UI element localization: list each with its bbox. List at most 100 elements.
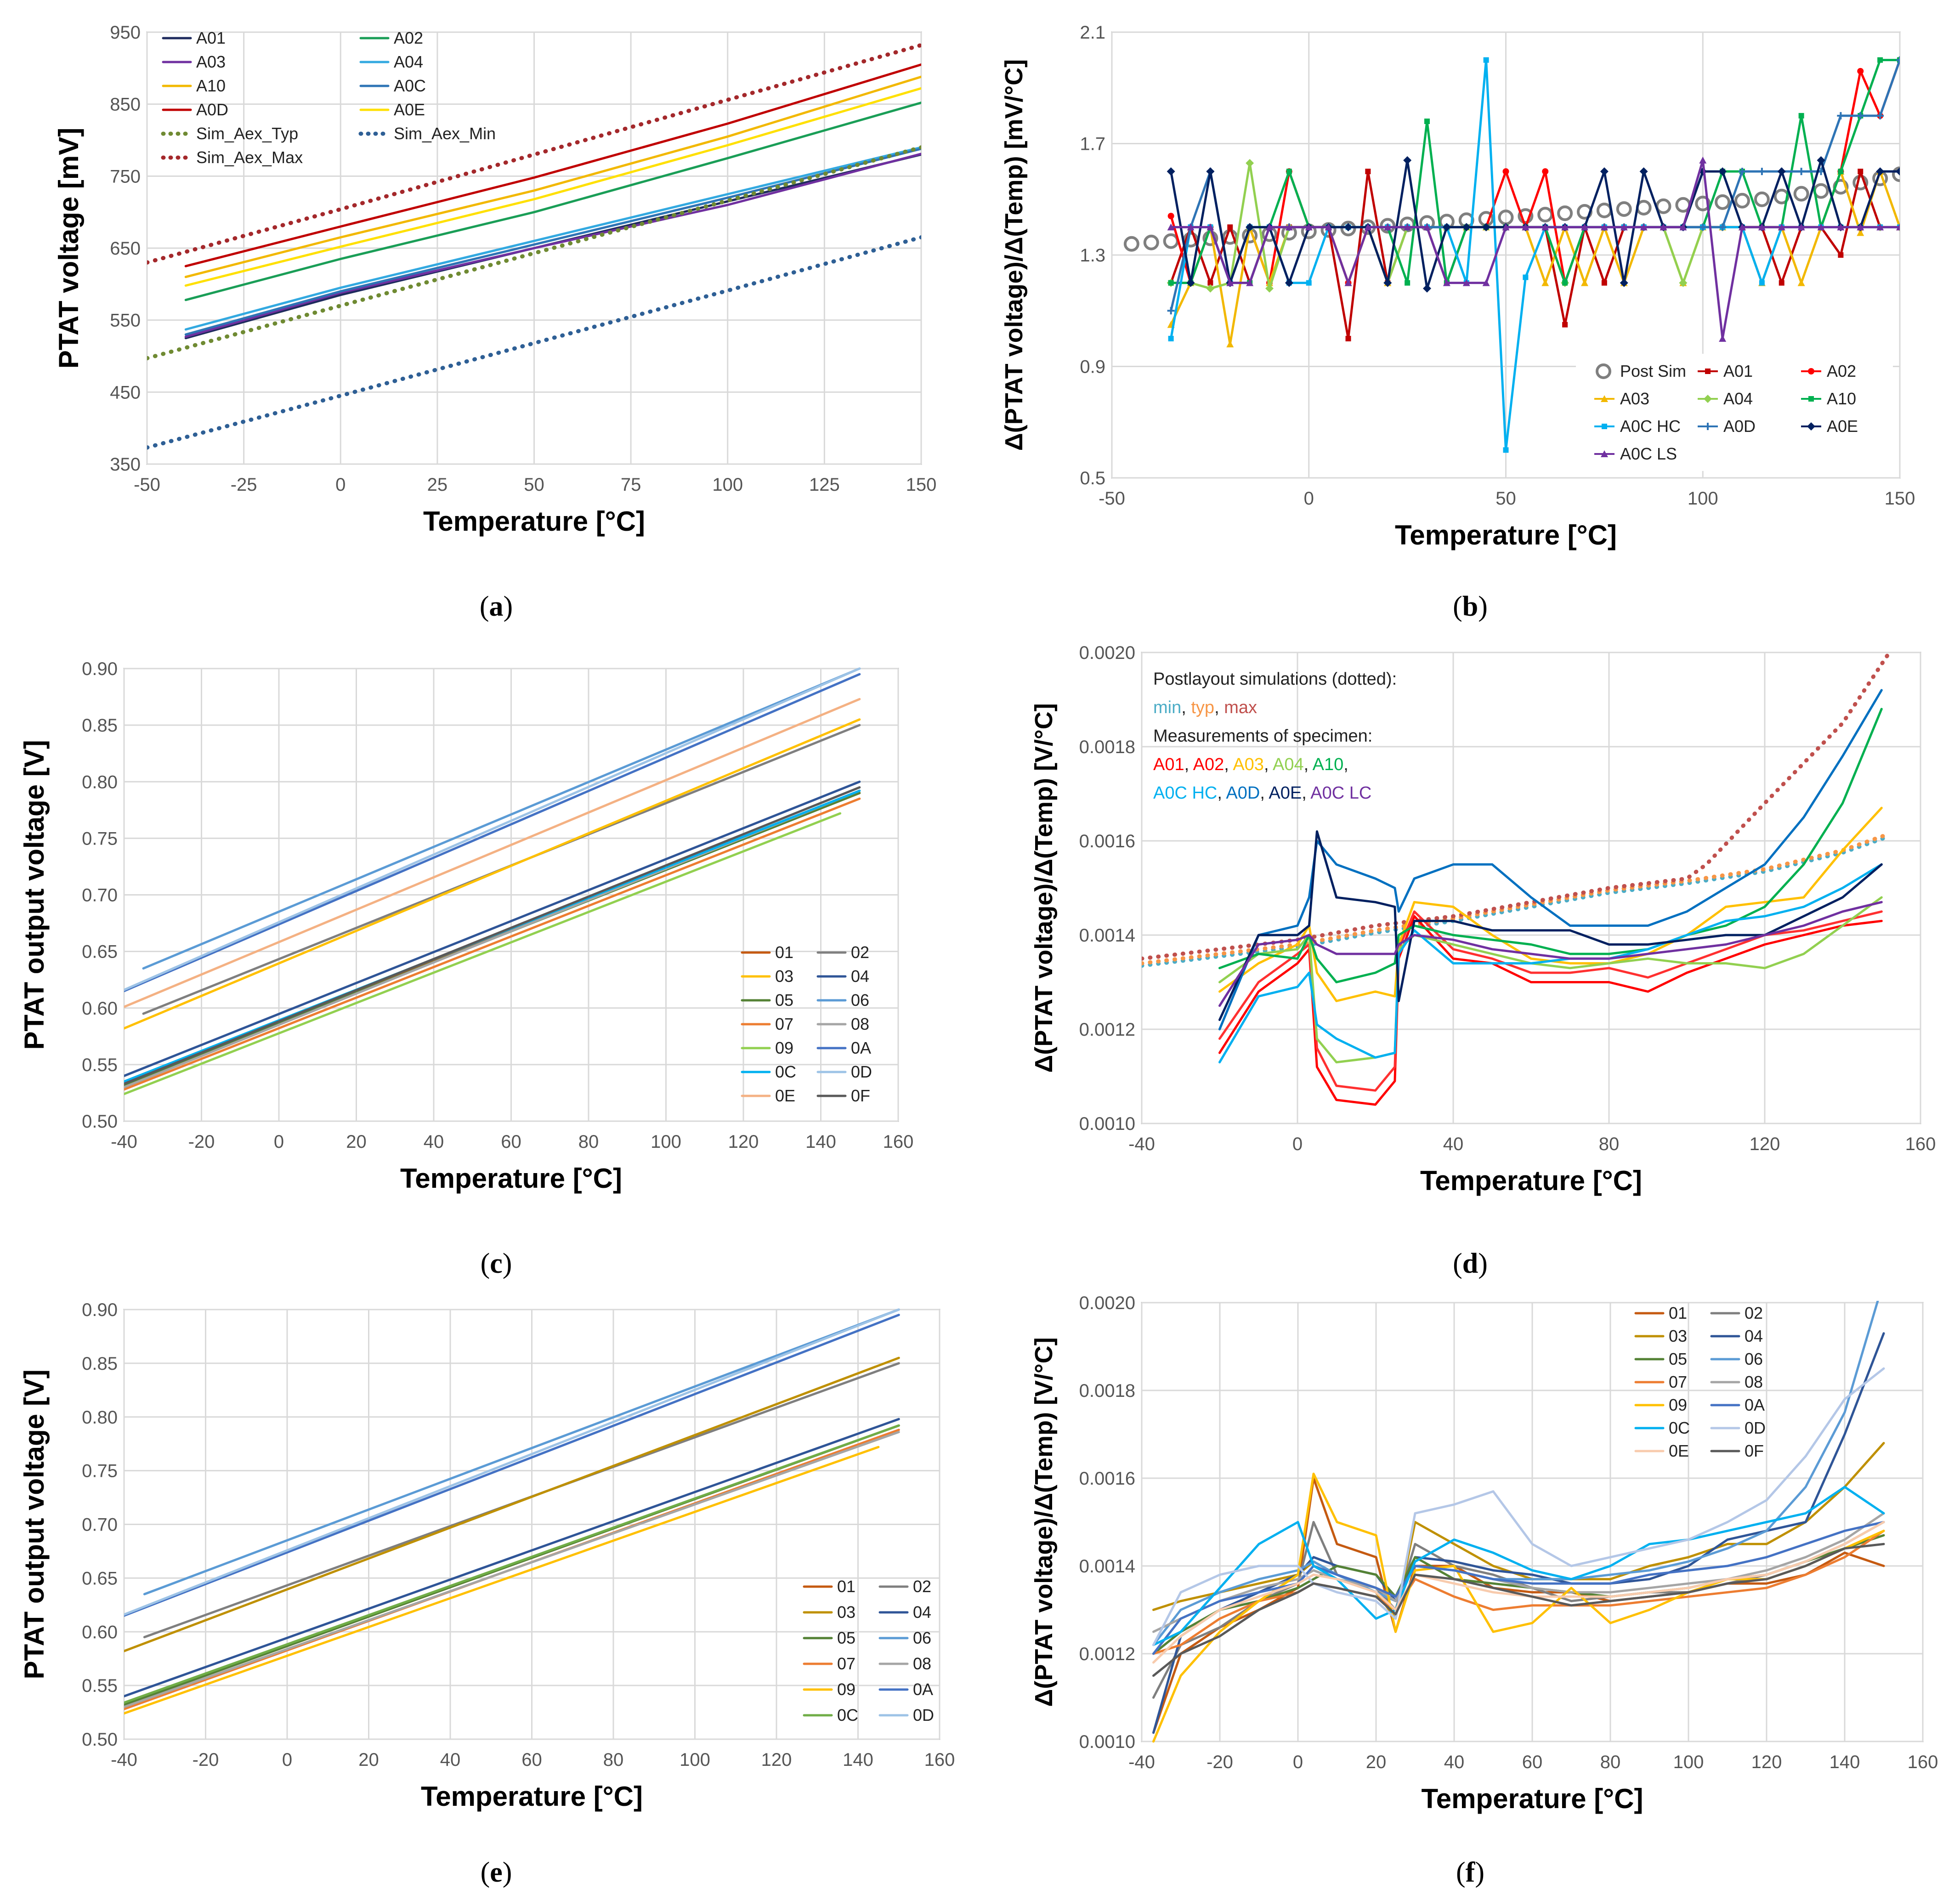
series-line-04	[1152, 1332, 1885, 1734]
x-tick-label: 0	[335, 475, 346, 495]
y-tick-label: 350	[110, 454, 141, 475]
data-point	[1695, 195, 1711, 211]
data-point	[1838, 169, 1844, 175]
series-line-min	[1142, 834, 1892, 968]
data-point	[1405, 280, 1411, 286]
series-line-03	[124, 718, 861, 1030]
legend-label: A03	[196, 52, 226, 71]
x-axis-title: Temperature [°C]	[1420, 1165, 1642, 1196]
data-point	[1246, 223, 1254, 232]
legend-label: Post Sim	[1620, 362, 1686, 380]
data-point	[1562, 280, 1568, 286]
y-tick-label: 0.5	[1080, 468, 1105, 488]
x-tick-label: 20	[346, 1132, 367, 1152]
annotation-run: A0E	[1269, 783, 1302, 803]
legend-label: Sim_Aex_Max	[196, 148, 303, 167]
annotation-line: Postlayout simulations (dotted):	[1153, 669, 1397, 689]
annotation-run: ,	[1224, 755, 1233, 774]
legend-marker	[1808, 368, 1814, 374]
series-layer	[1123, 56, 1900, 453]
y-tick-label: 0.50	[82, 1112, 118, 1132]
data-point	[1896, 167, 1900, 176]
series-layer	[1142, 651, 1892, 1106]
data-point	[1380, 218, 1396, 234]
data-point	[1404, 223, 1411, 231]
data-point	[1344, 279, 1352, 286]
y-tick-label: 0.80	[82, 1407, 118, 1428]
x-tick-label: 25	[427, 475, 448, 495]
data-point	[1739, 223, 1746, 231]
legend-label: 06	[851, 991, 869, 1010]
data-point	[1639, 167, 1648, 176]
data-point	[1227, 224, 1233, 230]
annotation-run: A02	[1193, 755, 1224, 774]
x-tick-label: 80	[1600, 1752, 1621, 1772]
data-point	[1719, 335, 1727, 342]
legend: 01 02 03 04 05 06 07 08 09 0A 0C 0D	[803, 1577, 934, 1724]
data-point	[1877, 57, 1883, 63]
x-tick-label: 0	[274, 1132, 284, 1152]
legend-marker	[1808, 396, 1814, 402]
data-point	[1187, 223, 1195, 231]
caption-paren: (	[480, 591, 489, 622]
y-tick-label: 0.90	[82, 1300, 118, 1320]
series-line-03	[124, 1356, 900, 1652]
legend-label: A0E	[1827, 417, 1858, 436]
annotation-line: A01, A02, A03, A04, A10,	[1153, 755, 1348, 774]
x-axis-title: Temperature [°C]	[423, 506, 645, 537]
series-line-09	[124, 812, 842, 1095]
y-tick-label: 0.75	[82, 1461, 118, 1481]
data-point	[1793, 186, 1809, 202]
legend-label: 0E	[775, 1086, 795, 1105]
data-point	[1364, 223, 1372, 231]
data-point	[1616, 201, 1632, 217]
data-point	[1522, 223, 1529, 231]
legend-label: 02	[913, 1577, 931, 1596]
series-layer	[1152, 1301, 1885, 1743]
data-point	[1817, 156, 1825, 164]
legend-label: A0C LS	[1620, 444, 1677, 463]
data-point	[1325, 223, 1332, 231]
legend-marker	[1601, 450, 1608, 457]
legend: 01 02 03 04 05 06 07 08 09 0A 0C 0D 0E 0F	[1634, 1304, 1766, 1460]
legend-label: 01	[837, 1577, 855, 1596]
data-point	[1345, 335, 1351, 341]
data-point	[1423, 223, 1431, 231]
x-tick-label: 100	[712, 475, 743, 495]
legend-label: 04	[851, 967, 869, 986]
x-tick-label: -20	[188, 1132, 215, 1152]
legend-label: 0A	[1745, 1395, 1765, 1414]
data-point	[1226, 340, 1234, 347]
annotation-run: A04	[1273, 755, 1304, 774]
x-tick-label: 80	[578, 1132, 599, 1152]
series-line-typ	[1142, 832, 1892, 965]
series-line-0a	[1152, 1521, 1885, 1655]
x-tick-label: 75	[621, 475, 641, 495]
annotation-run: typ	[1191, 698, 1214, 717]
series-line-0d	[1152, 1367, 1885, 1646]
data-point	[1876, 167, 1885, 176]
data-point	[1518, 208, 1534, 224]
data-point	[1561, 223, 1569, 231]
series-line-a04	[184, 146, 921, 331]
data-point	[1857, 229, 1864, 236]
y-tick-label: 2.1	[1080, 23, 1105, 43]
series-line-0c	[1152, 1486, 1885, 1646]
annotation-run: A03	[1233, 755, 1264, 774]
legend-label: A01	[1723, 362, 1753, 380]
y-tick-label: 750	[110, 166, 141, 187]
data-point	[1758, 168, 1766, 176]
legend-label: 0F	[1745, 1441, 1764, 1460]
y-tick-label: 0.0020	[1079, 1293, 1135, 1313]
caption-letter: d	[1462, 1248, 1478, 1279]
data-point	[1365, 169, 1371, 175]
x-tick-label: 20	[1366, 1752, 1387, 1772]
annotation-run: A0C HC	[1153, 783, 1217, 803]
data-point	[1817, 223, 1825, 231]
legend-label: 0D	[851, 1062, 872, 1081]
data-point	[1503, 447, 1509, 453]
series-line-sim-aex-min	[147, 235, 921, 450]
data-point	[1778, 223, 1785, 231]
legend-label: 03	[775, 967, 793, 986]
x-axis-title: Temperature [°C]	[400, 1163, 622, 1194]
